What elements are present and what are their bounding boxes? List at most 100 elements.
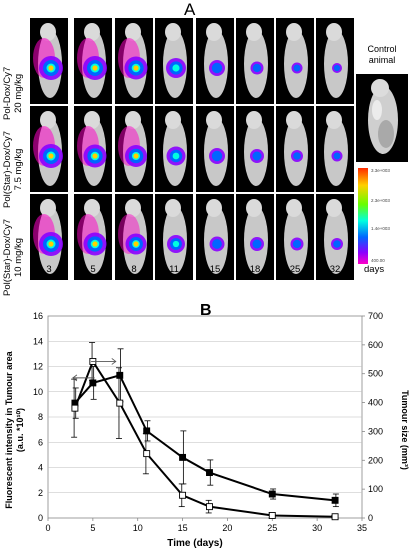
series-filled-square xyxy=(71,348,339,508)
mouse-image xyxy=(196,194,234,280)
day-label: 3 xyxy=(46,264,52,275)
mouse-image xyxy=(115,106,153,192)
mouse-image xyxy=(115,18,153,104)
mouse-silhouette xyxy=(324,111,348,186)
arrow-annotation-left xyxy=(72,374,95,382)
mouse-image xyxy=(155,18,193,104)
mouse-image xyxy=(155,194,193,280)
control-label-line2: animal xyxy=(368,55,396,65)
y-left-tick-label: 14 xyxy=(33,336,43,346)
row-label-line2: 7.5 mg/kg xyxy=(13,148,24,191)
series-line xyxy=(73,359,336,518)
mouse-silhouette xyxy=(33,23,63,98)
y-axis-left-label-line2: (a.u. *10¹⁰) xyxy=(15,408,25,452)
data-point xyxy=(268,512,276,519)
mouse-image xyxy=(30,194,68,280)
mouse-image xyxy=(196,106,234,192)
mouse-image xyxy=(74,106,112,192)
days-unit-label: days xyxy=(364,264,385,275)
y-left-tick-label: 10 xyxy=(33,387,43,397)
row-label-line2: 20 mg/kg xyxy=(13,73,24,113)
mouse-silhouette xyxy=(284,23,308,98)
colorbar-gradient xyxy=(358,168,368,264)
y-right-tick-label: 200 xyxy=(368,455,383,465)
data-point xyxy=(179,491,187,499)
series-line xyxy=(74,374,336,502)
data-point xyxy=(179,453,187,461)
mouse-silhouette xyxy=(118,199,147,274)
panel-b-letter: B xyxy=(200,302,212,319)
day-label: 8 xyxy=(131,264,137,275)
mouse-image xyxy=(236,18,274,104)
mouse-silhouette xyxy=(77,23,107,98)
mouse-silhouette xyxy=(204,199,228,274)
arrow-annotation-right xyxy=(91,358,117,365)
y-left-tick-label: 16 xyxy=(33,311,43,321)
y-right-tick-label: 100 xyxy=(368,484,383,494)
y-left-tick-label: 0 xyxy=(38,513,43,523)
colorbar-tick: 2.3e+003 xyxy=(371,198,390,203)
mouse-image xyxy=(316,194,354,280)
tumour-fluorescence-chart: 0 5 10 15 20 25 30 3502468101214160100200300400… xyxy=(4,311,410,549)
mouse-silhouette xyxy=(77,199,107,274)
mouse-silhouette xyxy=(163,23,187,98)
y-left-tick-label: 4 xyxy=(38,463,43,473)
row-label-line1: Pol(Star)-Dox/Cy7 xyxy=(2,218,13,296)
y-right-tick-label: 0 xyxy=(368,513,373,523)
x-tick-label: 5 xyxy=(90,523,95,533)
mouse-image xyxy=(74,18,112,104)
mouse-silhouette xyxy=(244,111,268,186)
day-label: 15 xyxy=(209,264,221,275)
mouse-silhouette xyxy=(284,199,308,274)
day-label: 32 xyxy=(329,264,341,275)
data-point xyxy=(331,496,339,504)
mouse-silhouette xyxy=(204,23,228,98)
y-left-tick-label: 12 xyxy=(33,362,43,372)
data-point xyxy=(268,490,276,498)
x-tick-label: 15 xyxy=(178,523,188,533)
data-point xyxy=(331,513,339,521)
mouse-image xyxy=(74,194,112,280)
x-tick-label: 35 xyxy=(357,523,367,533)
y-right-tick-label: 700 xyxy=(368,311,383,321)
data-point xyxy=(89,379,97,387)
day-label: 25 xyxy=(289,264,301,275)
colorbar-tick: 1.4e+003 xyxy=(371,226,390,231)
colorbar-tick: 400.00 xyxy=(371,258,385,263)
panel-a-letter: A xyxy=(184,0,196,19)
mouse-image xyxy=(276,194,314,280)
mouse-silhouette xyxy=(118,23,148,98)
data-point xyxy=(116,371,124,379)
mouse-image xyxy=(236,106,274,192)
y-left-tick-label: 2 xyxy=(38,488,43,498)
mouse-silhouette xyxy=(118,111,147,186)
control-label-line1: Control xyxy=(367,44,397,54)
y-right-tick-label: 500 xyxy=(368,369,383,379)
mouse-image xyxy=(30,18,68,104)
x-axis-label: Time (days) xyxy=(167,538,222,549)
row-label-pol-star-10: Pol(Star)-Dox/Cy7 10 mg/kg xyxy=(2,219,24,296)
data-point xyxy=(71,404,79,412)
y-right-tick-label: 600 xyxy=(368,340,383,350)
mouse-image xyxy=(276,106,314,192)
x-tick-label: 0 xyxy=(45,523,50,533)
control-animal-image xyxy=(356,74,408,162)
mouse-silhouette xyxy=(244,199,268,274)
mouse-image xyxy=(196,18,234,104)
day-label: 5 xyxy=(90,264,96,275)
x-tick-label: 10 xyxy=(133,523,143,533)
mouse-image xyxy=(30,106,68,192)
data-point xyxy=(116,399,124,407)
x-tick-label: 20 xyxy=(222,523,232,533)
mouse-silhouette xyxy=(284,111,308,186)
intensity-colorbar: 3.3e+003 2.3e+003 1.4e+003 400.00 xyxy=(358,168,408,268)
day-label: 11 xyxy=(169,264,179,275)
x-tick-label: 30 xyxy=(312,523,322,533)
mouse-silhouette xyxy=(163,111,187,186)
mouse-image xyxy=(236,194,274,280)
mouse-silhouette xyxy=(324,23,348,98)
data-point xyxy=(206,469,213,477)
row-label-line2: 10 mg/kg xyxy=(13,237,24,277)
mouse-silhouette xyxy=(77,111,107,186)
control-mouse-silhouette xyxy=(368,79,398,154)
